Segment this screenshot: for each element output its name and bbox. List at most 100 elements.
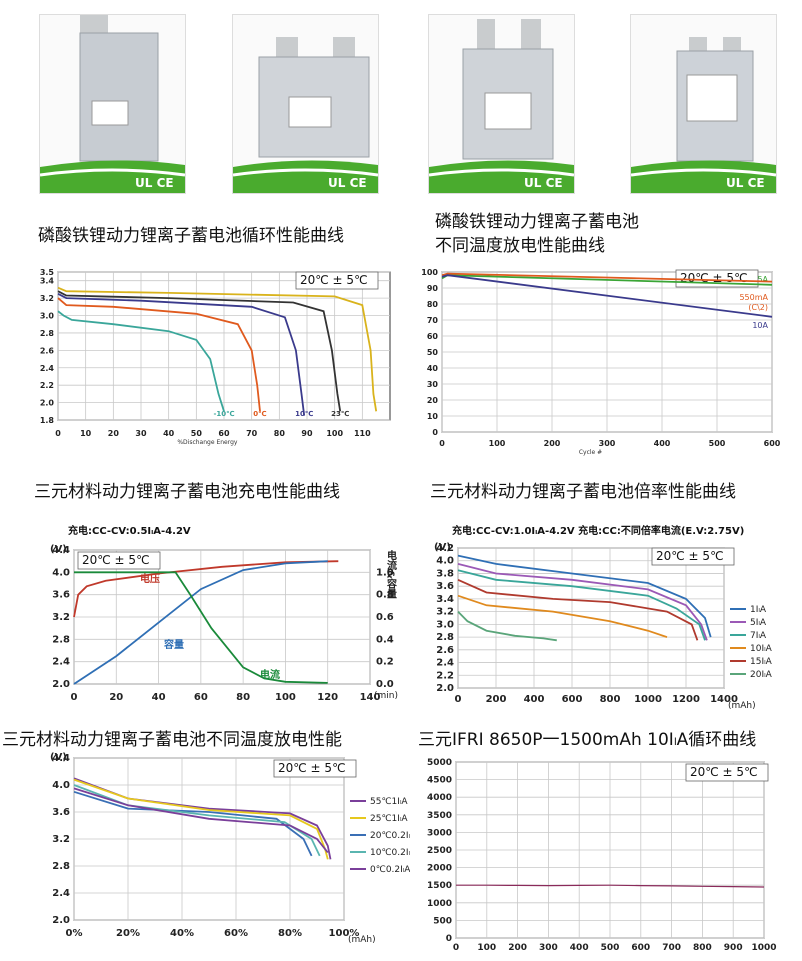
y-tick-label: 3.2: [52, 612, 70, 623]
y-tick-label: 2.0: [52, 915, 70, 926]
x-tick-label: 20%: [116, 928, 140, 939]
series-line-3: [73, 790, 313, 857]
y-tick-label: 3.0: [40, 312, 55, 321]
chart-svg-6: 0 100 200 300 400 500 600 700 800 900 1000 0 500 1000…: [427, 758, 777, 953]
y-tick-label: 3.6: [52, 807, 70, 818]
x-tick-label: 100: [275, 692, 296, 703]
x-tick-label: 800: [600, 694, 621, 705]
y-axis-label: (V): [50, 752, 67, 763]
x-tick-label: 80: [274, 429, 286, 438]
y-tick-label: 4.0: [52, 567, 70, 578]
series-label: 10℃: [295, 410, 313, 418]
y-tick-label: 3.4: [436, 594, 454, 605]
chart-svg-4: 0 200 400 600 800 1000 1200 1400 2.0 2.22.4 2.6 2.8…: [434, 524, 773, 710]
temperature-annotation: 20℃ ± 5℃: [690, 765, 758, 779]
x-tick-label: 600: [764, 439, 781, 448]
battery-photo-3: UL CE: [428, 14, 575, 194]
y-tick-label: 2.8: [40, 329, 55, 338]
temperature-annotation: 20℃ ± 5℃: [278, 761, 346, 775]
chart-svg-2: 0 100 200 300 400 500 600 0 10 20 30 40 50 60 70 80 90 10…: [421, 268, 781, 456]
series-line-2: [73, 560, 328, 685]
y-tick-label: 2.0: [52, 679, 70, 690]
x-axis-label: Cycle #: [579, 449, 602, 456]
x-tick-label: 1400: [710, 694, 738, 705]
y-tick-label: 2.4: [40, 364, 55, 373]
y-tick-label: 3.2: [52, 834, 70, 845]
y-tick-label: 3.2: [436, 607, 454, 618]
y-tick-label: 2000: [427, 864, 452, 874]
y-tick-label: 90: [427, 284, 439, 293]
x-tick-label: 400: [654, 439, 671, 448]
y2-tick-label: 0.0: [376, 679, 394, 690]
chart-5: 0% 20% 40% 60% 80% 100% 2.0 2.4 2.8 3.2 3.6 4.0 4.4 2…: [30, 750, 410, 950]
y2-tick-label: 1.0: [376, 567, 394, 578]
temperature-box: [77, 551, 161, 570]
x-tick-label: 0: [439, 439, 445, 448]
x-tick-label: 30: [135, 429, 147, 438]
y-tick-label: 3.2: [40, 294, 54, 303]
x-tick-label: 100: [326, 429, 343, 438]
chart-6: 0 100 200 300 400 500 600 700 800 900 1000 0 500 1000…: [418, 758, 782, 958]
x-tick-label: 0%: [66, 928, 83, 939]
y-tick-label: 4.4: [52, 545, 70, 556]
y-tick-label: 4.0: [52, 780, 70, 791]
y-tick-label: 20: [427, 396, 439, 405]
x-tick-label: 20: [108, 429, 120, 438]
x-tick-label: 90: [301, 429, 313, 438]
y-tick-label: 3500: [427, 811, 452, 821]
series-line-1: [57, 310, 225, 412]
y-tick-label: 2.8: [52, 861, 70, 872]
series-line-3: [441, 274, 773, 318]
chart-svg-3: 0 20 40 60 80 100 120 140 2.0 2.4 2.8 3.2 3.6 4.0 4.4 0…: [50, 524, 398, 703]
series-line-1: [457, 554, 712, 638]
y-tick-label: 1.8: [40, 416, 55, 425]
ul-ce-logo: UL CE: [135, 176, 174, 190]
x-tick-label: 1000: [751, 943, 776, 953]
y-tick-label: 2.4: [52, 657, 70, 668]
x-tick-label: 60: [194, 692, 208, 703]
y-tick-label: 0: [446, 934, 452, 944]
y-tick-label: 1500: [427, 881, 452, 891]
y-tick-label: 2.8: [436, 632, 454, 643]
y-tick-label: 10: [427, 412, 439, 421]
legend-label: 20℃0.2IₗA: [370, 831, 410, 841]
y-tick-label: 3.4: [40, 277, 55, 286]
y-tick-label: 80: [427, 300, 439, 309]
series-line-3: [57, 293, 306, 416]
series-line-4: [57, 290, 342, 412]
y-tick-label: 3.5: [40, 268, 55, 277]
y-tick-label: 0: [432, 428, 438, 437]
x-tick-label: 0: [455, 694, 462, 705]
y2-tick-label: 0.6: [376, 612, 394, 623]
x-tick-label: 500: [709, 439, 726, 448]
legend-label: 1IₗA: [750, 605, 767, 615]
temperature-annotation: 20℃ ± 5℃: [82, 553, 150, 567]
x-tick-label: 600: [562, 694, 583, 705]
x-tick-label: 300: [599, 439, 616, 448]
series-label: 电流: [260, 668, 280, 681]
y2-axis-label: 电流&容量: [385, 549, 398, 599]
battery-image: UL CE: [233, 15, 378, 193]
series-line-5: [457, 578, 699, 641]
legend-label: 55℃1IₗA: [370, 797, 408, 807]
series-line-5: [73, 787, 329, 854]
y-tick-label: 2.0: [40, 399, 55, 408]
y-tick-label: 5000: [427, 758, 452, 768]
x-tick-label: 400: [570, 943, 589, 953]
y-tick-label: 100: [421, 268, 438, 277]
x-tick-label: 60%: [224, 928, 248, 939]
battery-image: UL CE: [40, 15, 185, 193]
series-line-6: [457, 610, 557, 642]
series-line-1: [73, 560, 339, 618]
series-line-2: [441, 272, 773, 283]
y-tick-label: 4.2: [436, 543, 454, 554]
x-tick-label: 100: [489, 439, 506, 448]
x-tick-label: 500: [601, 943, 620, 953]
series-label: 23℃: [331, 410, 349, 418]
x-tick-label: 0: [71, 692, 78, 703]
y-tick-label: 2.2: [436, 670, 454, 681]
series-label: -10℃: [213, 410, 234, 418]
y-tick-label: 4500: [427, 776, 452, 786]
y-tick-label: 70: [427, 316, 439, 325]
temperature-annotation: 20℃ ± 5℃: [680, 271, 748, 285]
